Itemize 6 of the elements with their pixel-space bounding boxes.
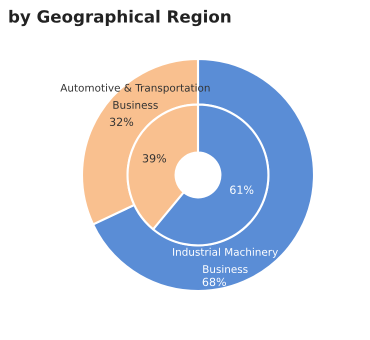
chart-title: by Geographical Region <box>9 10 230 26</box>
data-label: 32% <box>110 118 134 126</box>
data-label: 39% <box>142 154 166 163</box>
data-label: 61% <box>230 186 254 194</box>
slice-label: Industrial Machinery Business <box>173 248 278 274</box>
data-label: 68% <box>202 278 226 286</box>
